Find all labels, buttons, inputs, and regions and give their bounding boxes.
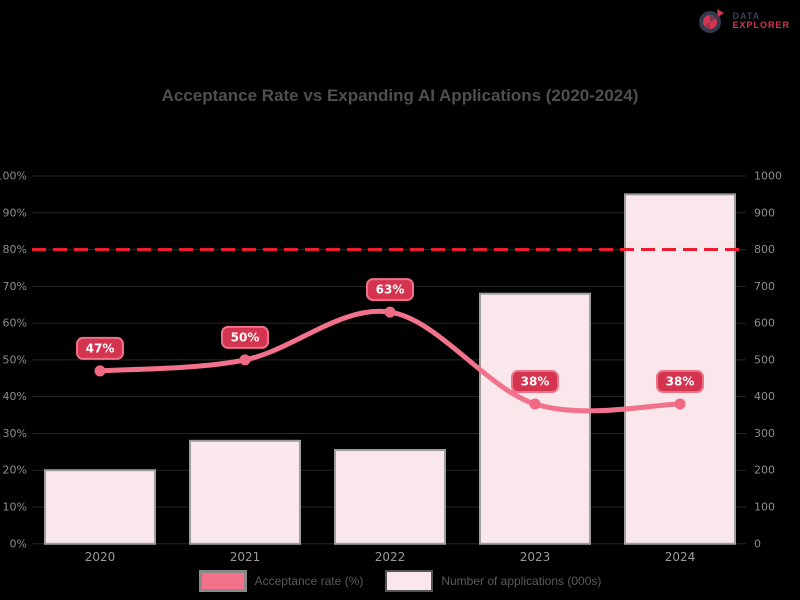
left-axis-tick-label: 80% — [3, 243, 27, 256]
point-label-badge — [366, 278, 414, 302]
bar-2022 — [334, 449, 446, 545]
left-axis-tick-label: 90% — [3, 206, 27, 219]
right-axis-tick-label: 400 — [754, 390, 775, 403]
legend-label-line: Acceptance rate (%) — [254, 574, 364, 588]
point-label-badge — [76, 336, 124, 360]
data-point — [94, 365, 106, 377]
data-point — [674, 398, 686, 410]
bar-2023 — [479, 292, 591, 545]
legend-swatch-line — [198, 570, 247, 592]
left-axis-tick-label: 30% — [3, 427, 27, 440]
point-label-text: 50% — [231, 330, 260, 344]
logo-icon — [699, 9, 725, 33]
left-axis-tick-label: 50% — [3, 353, 27, 366]
data-point — [239, 354, 251, 366]
brand-logo: DATA EXPLORER — [697, 7, 790, 35]
legend-swatch-bar — [385, 570, 434, 592]
point-label-badge — [221, 325, 269, 349]
right-axis-tick-label: 1000 — [754, 170, 782, 183]
point-label-badge — [511, 370, 559, 394]
point-label-text: 38% — [521, 375, 550, 389]
left-axis-tick-label: 70% — [3, 280, 27, 293]
legend-label-bar: Number of applications (000s) — [441, 574, 602, 588]
right-axis-tick-label: 800 — [754, 243, 775, 256]
left-axis-tick-label: 40% — [3, 390, 27, 403]
bar-2021 — [189, 439, 301, 545]
bar-2024 — [624, 193, 736, 545]
right-axis-tick-label: 100 — [754, 501, 775, 514]
legend-item-acceptance-rate[interactable]: Acceptance rate (%) — [198, 570, 364, 592]
left-axis-tick-label: 20% — [3, 464, 27, 477]
x-axis-label: 2022 — [375, 550, 406, 564]
right-axis-tick-label: 600 — [754, 317, 775, 330]
x-axis-label: 2023 — [520, 550, 551, 564]
legend-item-applications[interactable]: Number of applications (000s) — [385, 570, 601, 592]
right-axis-tick-label: 500 — [754, 353, 775, 366]
right-axis-tick-label: 900 — [754, 206, 775, 219]
point-label-text: 63% — [376, 283, 405, 297]
chart-legend: Acceptance rate (%) Number of applicatio… — [0, 570, 800, 592]
x-axis-label: 2021 — [230, 550, 261, 564]
chart-title: Acceptance Rate vs Expanding AI Applicat… — [161, 86, 639, 105]
right-axis-tick-label: 700 — [754, 280, 775, 293]
left-axis-tick-label: 0% — [10, 537, 27, 550]
right-axis-tick-label: 300 — [754, 427, 775, 440]
point-label-text: 47% — [86, 341, 115, 355]
data-point — [529, 398, 541, 410]
logo-text-bottom: EXPLORER — [732, 20, 790, 30]
left-axis-tick-label: 60% — [3, 317, 27, 330]
right-axis-tick-label: 0 — [754, 537, 761, 550]
point-label-badge — [656, 370, 704, 394]
x-axis-label: 2024 — [665, 550, 696, 564]
bar-2020 — [44, 469, 156, 545]
x-axis-label: 2020 — [85, 550, 116, 564]
left-axis-tick-label: 10% — [3, 501, 27, 514]
acceptance-rate-line — [97, 308, 683, 414]
left-axis-tick-label: 100% — [0, 170, 27, 183]
logo-text-top: DATA — [732, 10, 761, 21]
data-point — [384, 306, 396, 318]
right-axis-tick-label: 200 — [754, 464, 775, 477]
point-label-text: 38% — [666, 375, 695, 389]
